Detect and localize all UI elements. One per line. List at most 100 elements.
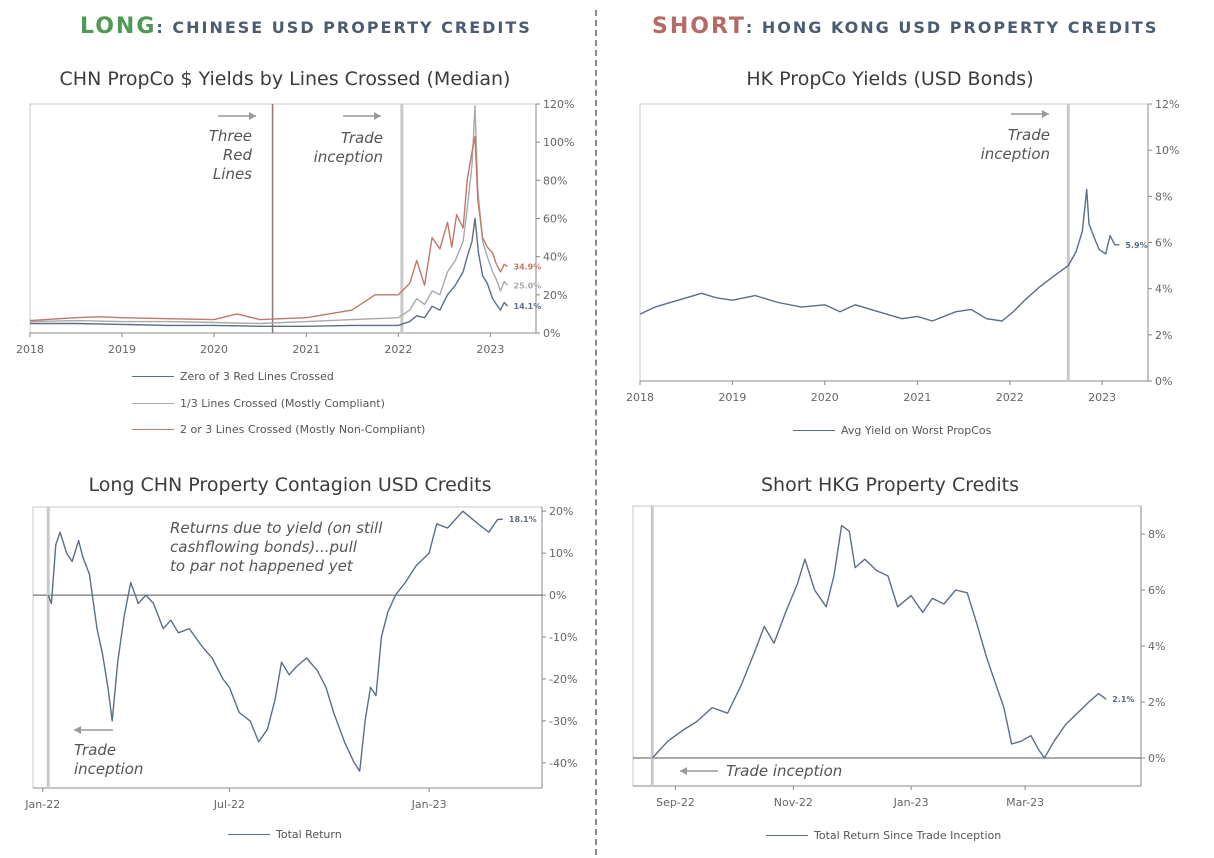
x-tick-label: Jul-22 — [213, 798, 245, 811]
series-line — [30, 217, 509, 327]
x-tick-label: Jan-23 — [411, 798, 447, 811]
annotation-arrow-head — [74, 726, 81, 734]
series-end-label: 34.9% — [514, 262, 542, 271]
y-tick-label: 0% — [543, 327, 560, 340]
x-tick-label: 2020 — [200, 343, 228, 356]
y-tick-label: 10% — [549, 547, 573, 560]
legend-label-compliant: 1/3 Lines Crossed (Mostly Compliant) — [180, 397, 385, 410]
y-tick-label: 0% — [1155, 375, 1172, 388]
series-line — [47, 510, 503, 772]
annotation-text: Trade inception — [726, 762, 842, 780]
annotation-arrow-head — [1042, 110, 1049, 118]
legend-swatch-long — [228, 834, 270, 835]
x-tick-label: 2022 — [384, 343, 412, 356]
panel-divider — [595, 10, 597, 855]
annotation-arrow-head — [249, 112, 256, 120]
annotation-text: Trade — [341, 129, 383, 147]
y-tick-label: 20% — [543, 289, 567, 302]
y-tick-label: 2% — [1155, 329, 1172, 342]
legend-item-compliant: 1/3 Lines Crossed (Mostly Compliant) — [132, 397, 385, 410]
x-tick-label: 2018 — [16, 343, 44, 356]
x-tick-label: Jan-23 — [893, 796, 929, 809]
legend-item-long: Total Return — [228, 828, 342, 841]
plot-frame — [632, 505, 1142, 787]
y-tick-label: 4% — [1155, 283, 1172, 296]
annotation-text: inception — [981, 145, 1050, 163]
long-header-lead: LONG — [80, 14, 157, 39]
y-tick-label: 40% — [543, 251, 567, 264]
annotation-text: Returns due to yield (on still — [170, 519, 383, 537]
annotation-text: inception — [74, 760, 143, 778]
annotation-arrow-head — [374, 112, 381, 120]
legend-label-long: Total Return — [276, 828, 342, 841]
annotation-text: Lines — [213, 165, 252, 183]
long-header: LONG: CHINESE USD PROPERTY CREDITS — [80, 14, 532, 39]
x-tick-label: 2021 — [903, 391, 931, 404]
y-tick-label: 4% — [1148, 640, 1165, 653]
y-tick-label: 0% — [1148, 752, 1165, 765]
y-tick-label: 120% — [543, 98, 574, 111]
y-tick-label: 12% — [1155, 98, 1179, 111]
x-tick-label: 2019 — [718, 391, 746, 404]
legend-item-short: Total Return Since Trade Inception — [766, 829, 1001, 842]
annotation-text: Trade — [74, 741, 116, 759]
legend-swatch-short — [766, 835, 808, 836]
chart-long: -40% -30% -20% -10% 0% 10% 20% Jan-22 Jul-22 Jan-… — [24, 505, 577, 811]
legend-swatch-noncompliant — [132, 429, 174, 430]
legend-swatch-hk — [793, 430, 835, 431]
chart-chn: 0% 20% 40% 60% 80% 100% 120% 2018 2019 2020 2021 20… — [16, 98, 574, 356]
long-header-rest: : CHINESE USD PROPERTY CREDITS — [156, 18, 532, 37]
chart-title-chn: CHN PropCo $ Yields by Lines Crossed (Me… — [59, 68, 511, 90]
y-tick-label: 6% — [1155, 237, 1172, 250]
y-tick-label: 8% — [1148, 528, 1165, 541]
annotation-text: to par not happened yet — [170, 557, 354, 575]
legend-item-noncompliant: 2 or 3 Lines Crossed (Mostly Non-Complia… — [132, 423, 425, 436]
x-tick-label: Nov-22 — [774, 796, 813, 809]
annotation-text: Trade — [1008, 126, 1050, 144]
chart-title-long: Long CHN Property Contagion USD Credits — [88, 474, 492, 496]
x-tick-label: 2018 — [626, 391, 654, 404]
legend-swatch-zero — [132, 376, 174, 377]
y-tick-label: 80% — [543, 174, 567, 187]
series-end-label: 25.0% — [514, 281, 542, 290]
annotation-text: Red — [223, 146, 253, 164]
legend-item-zero: Zero of 3 Red Lines Crossed — [132, 370, 334, 383]
chart-hk: 0% 2% 4% 6% 8% 10% 12% 2018 2019 2020 2021 2022 2023… — [626, 98, 1179, 404]
x-tick-label: Sep-22 — [656, 796, 695, 809]
series-end-label: 14.1% — [514, 302, 542, 311]
x-tick-label: 2021 — [292, 343, 320, 356]
series-end-label: 2.1% — [1112, 695, 1134, 704]
legend-label-zero: Zero of 3 Red Lines Crossed — [180, 370, 334, 383]
y-tick-label: 10% — [1155, 144, 1179, 157]
y-tick-label: -10% — [549, 631, 577, 644]
chart-title-hk: HK PropCo Yields (USD Bonds) — [746, 68, 1034, 90]
y-tick-label: 2% — [1148, 696, 1165, 709]
y-tick-label: -40% — [549, 757, 577, 770]
legend-label-short: Total Return Since Trade Inception — [814, 829, 1002, 842]
series-end-label: 18.1% — [509, 515, 537, 524]
y-tick-label: -30% — [549, 715, 577, 728]
short-header: SHORT: HONG KONG USD PROPERTY CREDITS — [652, 14, 1158, 39]
legend-label-noncompliant: 2 or 3 Lines Crossed (Mostly Non-Complia… — [180, 423, 426, 436]
x-tick-label: Mar-23 — [1006, 796, 1044, 809]
series-line — [29, 105, 509, 325]
y-tick-label: 60% — [543, 213, 567, 226]
short-header-lead: SHORT — [652, 14, 746, 39]
series-line — [639, 188, 1120, 322]
y-tick-label: 0% — [549, 589, 566, 602]
legend-label-hk: Avg Yield on Worst PropCos — [841, 424, 992, 437]
y-tick-label: 20% — [549, 505, 573, 518]
y-tick-label: 6% — [1148, 584, 1165, 597]
x-tick-label: 2020 — [811, 391, 839, 404]
x-tick-label: Jan-22 — [24, 798, 60, 811]
legend-swatch-compliant — [132, 403, 174, 404]
x-tick-label: 2019 — [108, 343, 136, 356]
annotation-text: cashflowing bonds)...pull — [170, 538, 358, 556]
x-tick-label: 2023 — [476, 343, 504, 356]
short-header-rest: : HONG KONG USD PROPERTY CREDITS — [745, 18, 1159, 37]
annotation-arrow-head — [680, 767, 687, 775]
annotation-text: inception — [314, 148, 383, 166]
series-line — [651, 524, 1107, 759]
legend-item-hk: Avg Yield on Worst PropCos — [793, 424, 991, 437]
